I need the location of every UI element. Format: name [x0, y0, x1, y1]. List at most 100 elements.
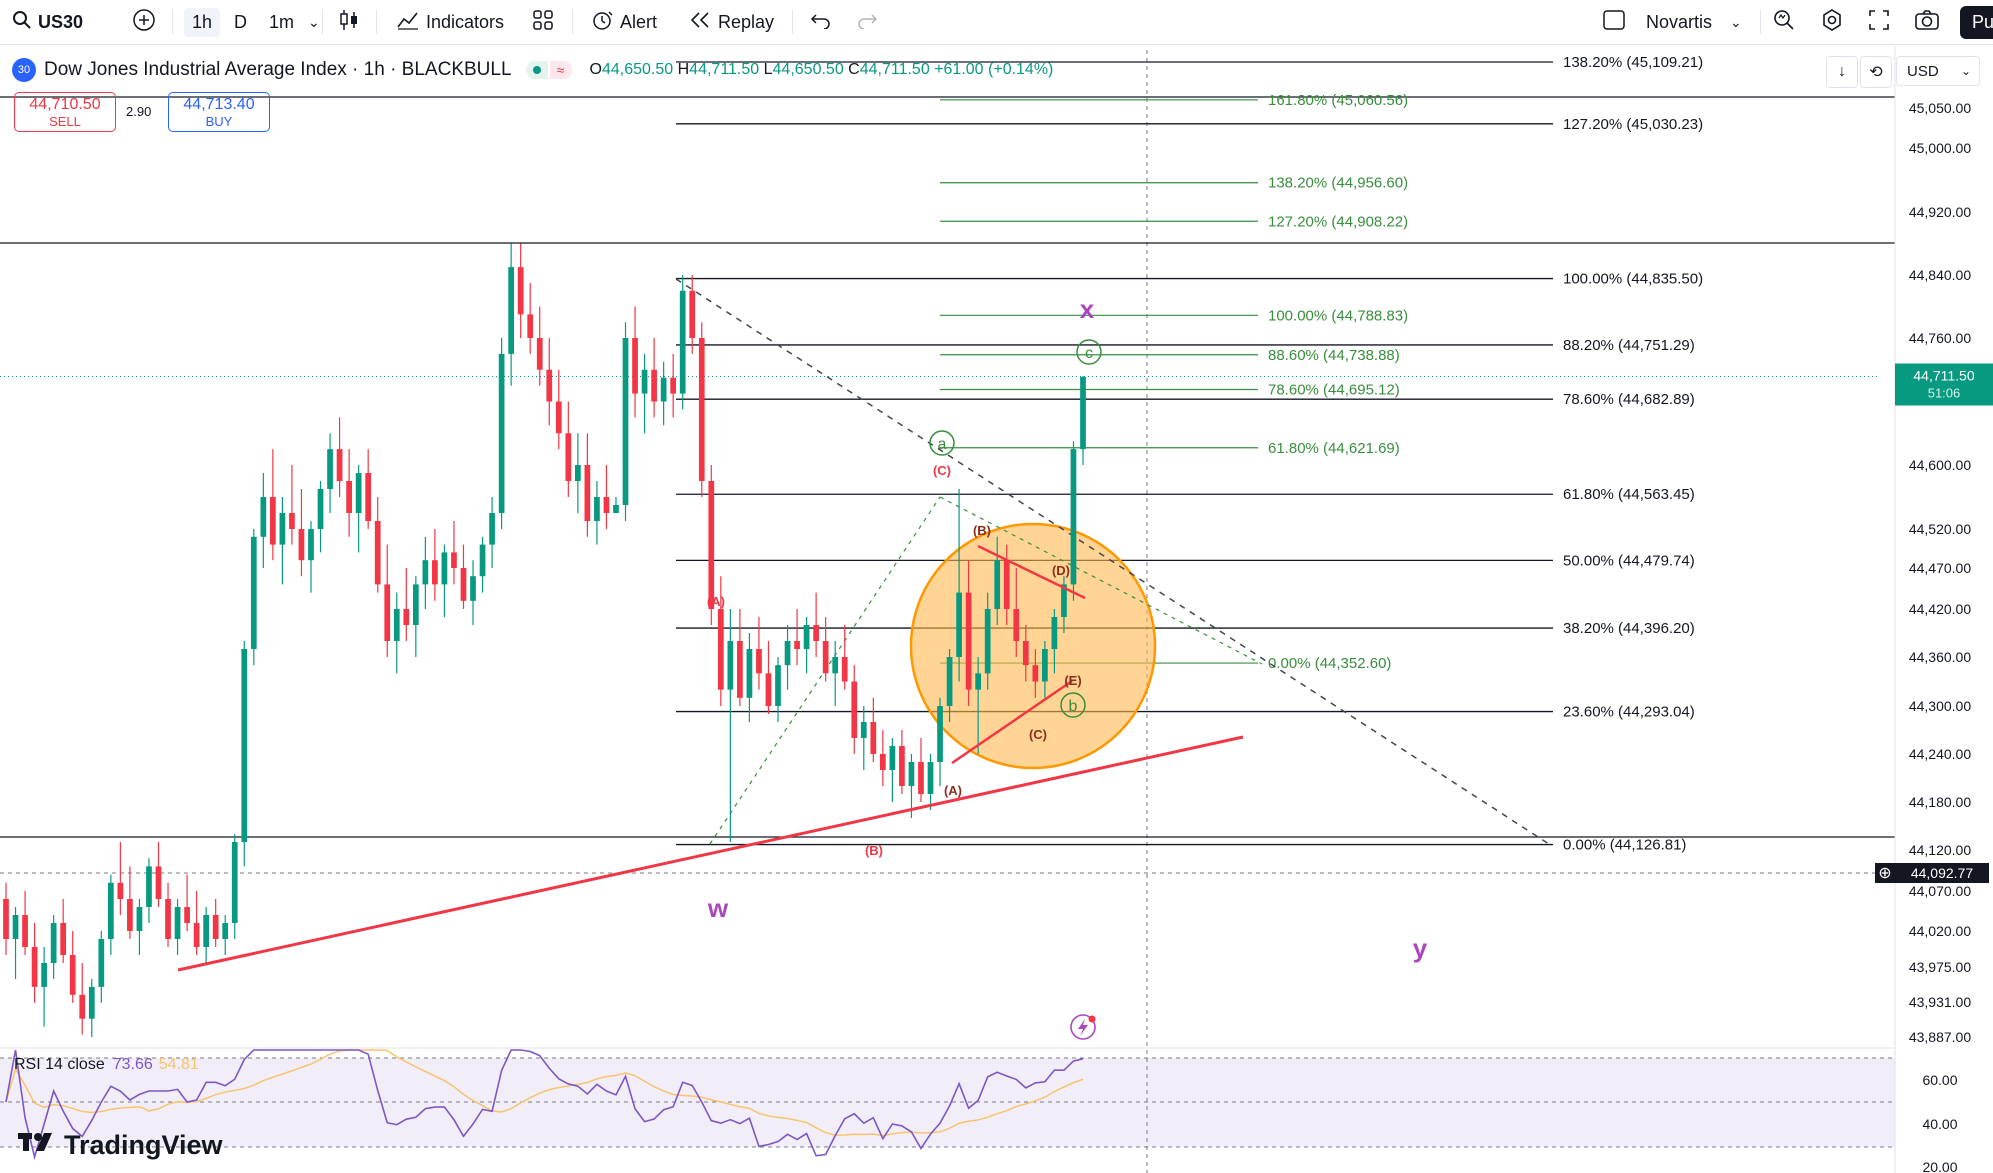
- wave-label-e[interactable]: (E): [1064, 673, 1081, 688]
- wave-labels[interactable]: w x y (A) (B) (C) (D) (E) (A) (B) (C) a …: [707, 294, 1428, 963]
- candle-body: [822, 641, 829, 674]
- rsi-legend[interactable]: RSI 14 close 73.66 54.81: [14, 1056, 199, 1074]
- snapshot-button[interactable]: [1914, 0, 1940, 44]
- rsi-axis-20: 20.00: [1922, 1159, 1957, 1173]
- wave-circle-c[interactable]: [1076, 339, 1102, 365]
- candle-body: [489, 513, 495, 545]
- candle-body: [222, 923, 229, 939]
- fullscreen-button[interactable]: [1868, 0, 1890, 44]
- interval-1m[interactable]: 1m: [269, 11, 295, 32]
- candle-body: [689, 290, 696, 338]
- symbol-search[interactable]: US30: [12, 0, 83, 44]
- candle-body: [346, 481, 352, 513]
- tradingview-logo[interactable]: TradingView: [18, 1130, 223, 1161]
- wave-label-red-c[interactable]: (C): [933, 463, 951, 478]
- highlight-circle[interactable]: [909, 522, 1157, 770]
- candle-body: [41, 963, 47, 987]
- price-axis-label: 44,760.00: [1909, 330, 1971, 346]
- candle-body: [308, 529, 314, 561]
- candle-body: [717, 609, 724, 690]
- candle-body: [1070, 449, 1077, 585]
- layouts-button[interactable]: [532, 0, 554, 44]
- price-axis-label: 44,600.00: [1909, 457, 1971, 473]
- crosshair-price-tag: ⊕ 44,092.77: [1875, 863, 1989, 883]
- wave-label-dark-c[interactable]: (C): [1029, 727, 1047, 742]
- candle-body: [498, 353, 505, 513]
- price-chart[interactable]: 138.20% (45,109.21) 127.20% (45,030.23) 10…: [0, 46, 1993, 1173]
- top-toolbar: US30 1h D 1m ⌄ Indicators Alert: [0, 0, 1993, 45]
- candle-body: [984, 609, 991, 674]
- symbol-badge: 30: [12, 58, 36, 82]
- compare-button[interactable]: [132, 0, 156, 44]
- redo-button[interactable]: [856, 0, 878, 44]
- rsi-axis-40: 40.00: [1922, 1116, 1957, 1132]
- interval-1h[interactable]: 1h: [184, 7, 221, 37]
- fib-retracement-black[interactable]: 138.20% (45,109.21) 127.20% (45,030.23) 10…: [676, 54, 1703, 854]
- undo-icon: [810, 11, 832, 34]
- indicators-button[interactable]: Indicators: [396, 0, 504, 44]
- layout-menu[interactable]: Novartis ⌄: [1602, 0, 1742, 44]
- interval-d[interactable]: D: [234, 11, 248, 32]
- alert-button[interactable]: Alert: [590, 0, 657, 44]
- symbol-legend[interactable]: 30 Dow Jones Industrial Average Index · …: [12, 58, 1053, 82]
- candle-body: [927, 762, 934, 794]
- rsi-pane: [0, 1049, 1895, 1161]
- search-icon: [12, 10, 32, 35]
- fib-extension-green[interactable]: 161.80% (45,060.56) 138.20% (44,956.60) 12…: [940, 92, 1408, 672]
- triangle-upper-line[interactable]: [977, 544, 1086, 600]
- wave-label-x[interactable]: x: [1080, 294, 1095, 324]
- red-support-trendline[interactable]: [177, 735, 1244, 972]
- chevron-down-icon[interactable]: ⌄: [308, 13, 320, 30]
- price-axis-label: 44,180.00: [1909, 794, 1971, 810]
- candle-body: [851, 681, 858, 738]
- wave-label-dark-a[interactable]: (A): [944, 783, 962, 798]
- settings-button[interactable]: [1820, 0, 1844, 44]
- price-axis-label: 43,975.00: [1909, 959, 1971, 975]
- buy-button[interactable]: 44,713.40 BUY: [168, 92, 270, 132]
- wave-label-w[interactable]: w: [707, 893, 729, 923]
- layout-name: Novartis: [1646, 11, 1713, 32]
- candle-body: [393, 609, 400, 641]
- plus-icon[interactable]: ⊕: [1878, 865, 1891, 882]
- candle-body: [870, 722, 877, 754]
- candle-body: [555, 401, 562, 434]
- publish-button[interactable]: Pu: [1960, 0, 1993, 44]
- chart-type-button[interactable]: [338, 0, 360, 44]
- candle-body: [136, 907, 143, 931]
- wave-circle-b[interactable]: [1060, 692, 1086, 718]
- alert-label: Alert: [620, 11, 658, 32]
- candle-body: [50, 923, 57, 963]
- wave-label-red-b[interactable]: (B): [865, 843, 883, 858]
- tv-logo-icon: [18, 1130, 58, 1161]
- wave-circle-a[interactable]: [929, 430, 955, 456]
- wave-label-d[interactable]: (D): [1052, 563, 1070, 578]
- candle-body: [127, 899, 133, 931]
- lightning-icon[interactable]: [1070, 1014, 1096, 1040]
- candle-body: [107, 882, 114, 939]
- dashed-fib-leg-2[interactable]: [939, 496, 1263, 665]
- scale-down-button[interactable]: ↓: [1826, 56, 1858, 88]
- candle-body: [565, 433, 572, 481]
- sell-price: 44,710.50: [29, 96, 101, 113]
- wave-label-red-a[interactable]: (A): [707, 594, 725, 609]
- sell-button[interactable]: 44,710.50 SELL: [14, 92, 116, 132]
- triangle-lower-line[interactable]: [951, 679, 1073, 765]
- quick-search-button[interactable]: [1772, 0, 1796, 44]
- fib-ext-label: 88.60% (44,738.88): [1268, 347, 1400, 364]
- replay-button[interactable]: Replay: [688, 0, 774, 44]
- publish-label: Pu: [1960, 5, 1993, 39]
- market-status-dot: ≈: [525, 61, 572, 79]
- wave-label-dark-b[interactable]: (B): [973, 523, 991, 538]
- currency-select[interactable]: USD ⌄: [1896, 56, 1980, 86]
- wave-label-y[interactable]: y: [1413, 933, 1428, 963]
- compare-scale-button[interactable]: ⟲: [1860, 56, 1892, 88]
- candle-body: [536, 338, 543, 370]
- candle-body: [737, 641, 743, 698]
- price-axis[interactable]: [1895, 46, 1993, 1173]
- dashed-trendline-upper[interactable]: [675, 278, 1553, 847]
- candle-body: [908, 762, 915, 786]
- price-change: +61.00 (+0.14%): [934, 61, 1054, 78]
- candle-body: [365, 473, 372, 521]
- undo-button[interactable]: [810, 0, 832, 44]
- fib-ext-label: 78.60% (44,695.12): [1268, 381, 1400, 398]
